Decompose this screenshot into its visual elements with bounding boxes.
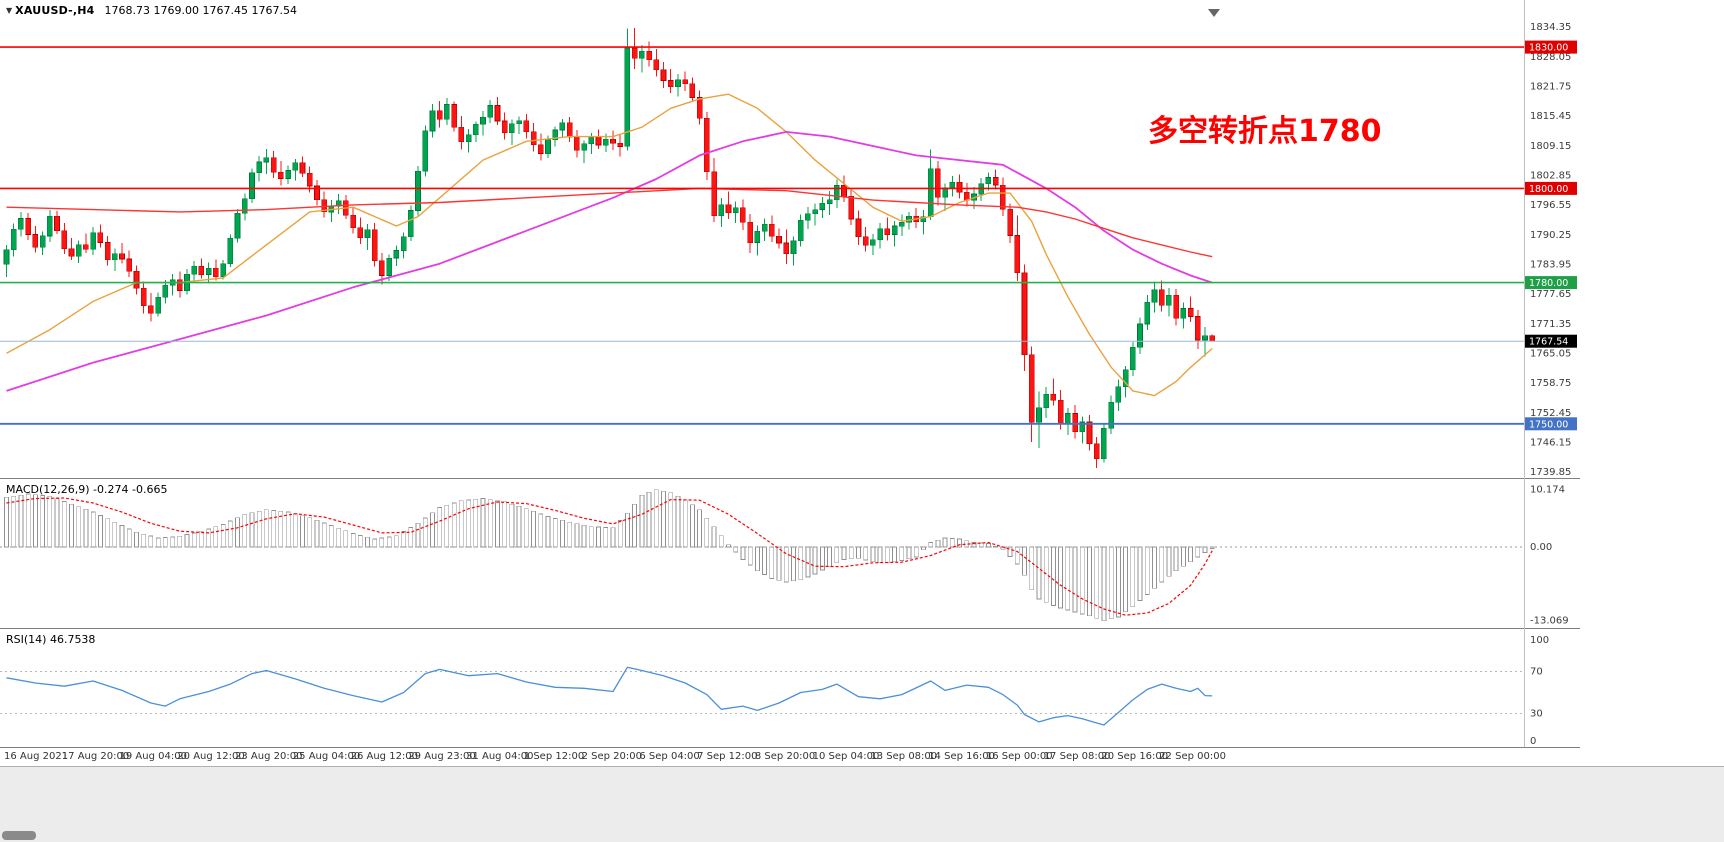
svg-text:19 Aug 04:00: 19 Aug 04:00 (120, 751, 187, 762)
svg-text:1830.00: 1830.00 (1529, 43, 1568, 54)
svg-text:1746.15: 1746.15 (1530, 438, 1571, 449)
price-tags: 1830.00 1800.00 1780.00 1750.00 1767.54 (1525, 40, 1577, 431)
svg-text:20 Aug 12:00: 20 Aug 12:00 (177, 751, 244, 762)
svg-text:1750.00: 1750.00 (1529, 419, 1568, 430)
macd-axis-labels: 10.174 0.00 -13.069 (1530, 485, 1569, 627)
svg-text:-13.069: -13.069 (1530, 616, 1569, 627)
svg-text:16 Aug 2021: 16 Aug 2021 (4, 751, 68, 762)
price-tag-1767.54 (1525, 334, 1577, 348)
ma-line-fast-orange (6, 93, 1213, 397)
chart-annotation-text[interactable]: 多空转折点1780 (1148, 114, 1382, 149)
svg-text:1777.65: 1777.65 (1530, 289, 1571, 300)
svg-text:0: 0 (1530, 736, 1536, 747)
chart-canvas[interactable]: 1834.35 1828.05 1821.75 1815.45 1809.15 1802.… (0, 0, 1724, 766)
svg-text:1780.00: 1780.00 (1529, 278, 1568, 289)
price-tag-1830.00 (1525, 40, 1577, 54)
svg-text:1783.95: 1783.95 (1530, 260, 1571, 271)
svg-text:29 Aug 23:00: 29 Aug 23:00 (408, 751, 475, 762)
svg-text:22 Sep 00:00: 22 Sep 00:00 (1159, 751, 1226, 762)
svg-text:26 Aug 12:00: 26 Aug 12:00 (351, 751, 418, 762)
ma-line-slow-red (6, 187, 1213, 258)
svg-text:1790.25: 1790.25 (1530, 230, 1571, 241)
svg-text:14 Sep 16:00: 14 Sep 16:00 (928, 751, 995, 762)
svg-text:2 Sep 20:00: 2 Sep 20:00 (582, 751, 642, 762)
macd-signal-line (6, 497, 1213, 616)
svg-text:1752.45: 1752.45 (1530, 408, 1571, 419)
svg-text:10 Sep 04:00: 10 Sep 04:00 (813, 751, 880, 762)
svg-text:30: 30 (1530, 709, 1543, 720)
pane-separators (0, 0, 1580, 748)
svg-text:1821.75: 1821.75 (1530, 81, 1571, 92)
svg-text:10.174: 10.174 (1530, 485, 1565, 496)
chart-shift-icon[interactable] (1208, 9, 1220, 17)
horizontal-levels (0, 46, 1524, 425)
svg-text:0.00: 0.00 (1530, 542, 1552, 553)
candlestick-series (3, 27, 1216, 469)
svg-text:1828.05: 1828.05 (1530, 52, 1571, 63)
svg-text:1800.00: 1800.00 (1529, 184, 1568, 195)
horizontal-scrollbar-thumb[interactable] (2, 831, 36, 840)
svg-text:1834.35: 1834.35 (1530, 22, 1571, 33)
symbol-timeframe-label: XAUUSD-,H4 (15, 4, 95, 17)
chart-title-bar: ▼ XAUUSD-,H4 1768.73 1769.00 1767.45 176… (6, 4, 297, 17)
price-axis-labels: 1834.35 1828.05 1821.75 1815.45 1809.15 1802.… (1530, 22, 1571, 478)
svg-text:8 Sep 20:00: 8 Sep 20:00 (755, 751, 815, 762)
svg-text:1 Sep 12:00: 1 Sep 12:00 (524, 751, 584, 762)
svg-text:6 Sep 04:00: 6 Sep 04:00 (639, 751, 699, 762)
svg-text:70: 70 (1530, 667, 1543, 678)
ma-line-mid-magenta (6, 130, 1213, 392)
price-tag-1780.00 (1525, 276, 1577, 290)
svg-text:16 Sep 00:00: 16 Sep 00:00 (986, 751, 1053, 762)
price-tag-1750.00 (1525, 417, 1577, 431)
rsi-header: RSI(14) 46.7538 (6, 633, 96, 646)
svg-text:17 Aug 20:00: 17 Aug 20:00 (62, 751, 129, 762)
svg-text:100: 100 (1530, 635, 1549, 646)
svg-text:1815.45: 1815.45 (1530, 111, 1571, 122)
svg-text:1758.75: 1758.75 (1530, 378, 1571, 389)
svg-text:1802.85: 1802.85 (1530, 171, 1571, 182)
macd-histogram (4, 489, 1215, 622)
svg-text:31 Aug 04:00: 31 Aug 04:00 (466, 751, 533, 762)
ohlc-readout: 1768.73 1769.00 1767.45 1767.54 (104, 4, 297, 17)
price-tag-1800.00 (1525, 181, 1577, 195)
svg-text:1765.05: 1765.05 (1530, 349, 1571, 360)
svg-text:20 Sep 16:00: 20 Sep 16:00 (1101, 751, 1168, 762)
svg-text:23 Aug 20:00: 23 Aug 20:00 (235, 751, 302, 762)
rsi-line (6, 666, 1213, 726)
svg-text:1796.55: 1796.55 (1530, 200, 1571, 211)
macd-header: MACD(12,26,9) -0.274 -0.665 (6, 483, 168, 496)
svg-text:1771.35: 1771.35 (1530, 319, 1571, 330)
window-bottom-strip (0, 766, 1724, 842)
svg-text:25 Aug 04:00: 25 Aug 04:00 (293, 751, 360, 762)
svg-text:1767.54: 1767.54 (1529, 337, 1568, 348)
svg-text:13 Sep 08:00: 13 Sep 08:00 (870, 751, 937, 762)
symbol-dropdown-icon[interactable]: ▼ (6, 6, 13, 15)
svg-text:1809.15: 1809.15 (1530, 141, 1571, 152)
svg-text:1739.85: 1739.85 (1530, 467, 1571, 478)
svg-text:17 Sep 08:00: 17 Sep 08:00 (1044, 751, 1111, 762)
rsi-axis-labels: 100 70 30 0 (1530, 635, 1549, 747)
svg-text:7 Sep 12:00: 7 Sep 12:00 (697, 751, 757, 762)
